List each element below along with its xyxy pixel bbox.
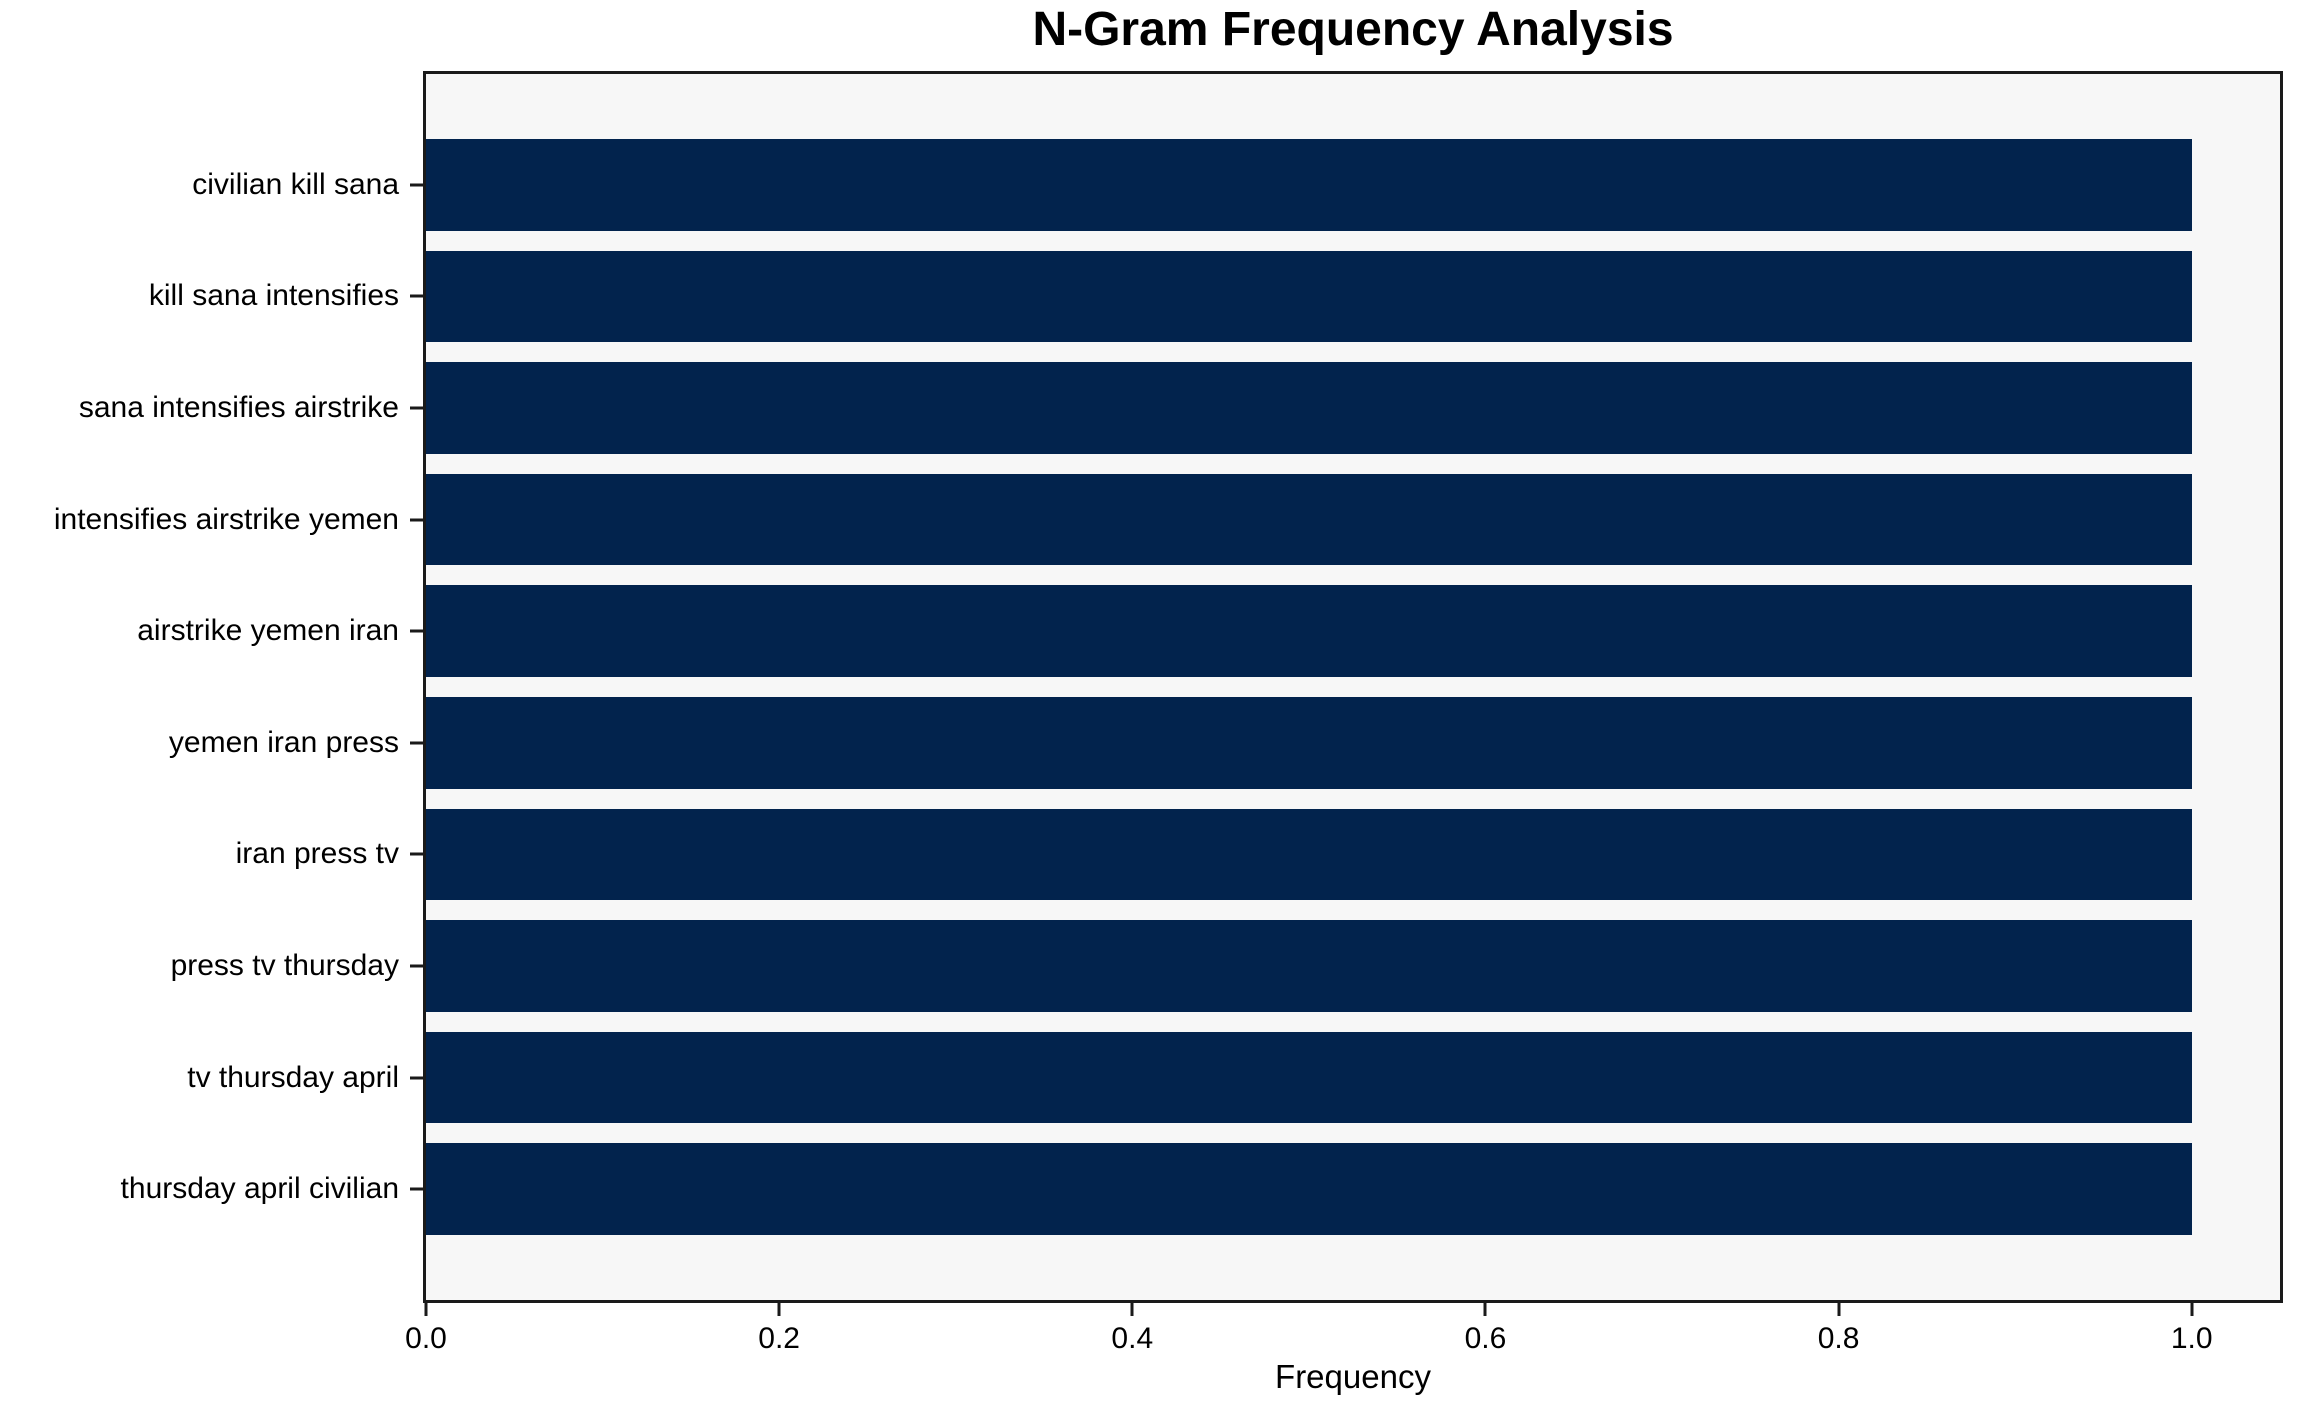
- y-tick: [410, 1187, 423, 1191]
- bar-row: sana intensifies airstrike: [79, 352, 2280, 464]
- x-axis-label: Frequency: [1275, 1358, 1431, 1395]
- x-tick: [1837, 1303, 1841, 1316]
- x-tick: [1483, 1303, 1487, 1316]
- bar-row: tv thursday april: [187, 1022, 2280, 1134]
- x-tick-label: 0.6: [1464, 1322, 1507, 1355]
- bar: [426, 362, 2192, 454]
- y-tick: [410, 852, 423, 856]
- bar: [426, 473, 2192, 566]
- bar-row: press tv thursday: [171, 910, 2280, 1022]
- bar-row: iran press tv: [236, 799, 2280, 911]
- x-tick-label: 0.0: [405, 1322, 447, 1355]
- x-tick-label: 0.4: [1111, 1322, 1154, 1355]
- x-axis: 0.0 0.2 0.4 0.6 0.8 1.0: [405, 1300, 2280, 1410]
- bar: [426, 808, 2192, 901]
- bar: [426, 697, 2192, 789]
- y-tick: [410, 183, 423, 187]
- bar: [426, 250, 2192, 343]
- x-tick: [777, 1303, 781, 1316]
- y-tick: [410, 518, 423, 522]
- y-tick-label: yemen iran press: [168, 725, 399, 759]
- bar-row: kill sana intensifies: [149, 241, 2280, 353]
- y-tick: [410, 741, 423, 745]
- x-tick-label: 0.8: [1817, 1322, 1860, 1355]
- y-tick-label: iran press tv: [235, 837, 399, 871]
- bar-rows: civilian kill sana kill sana intensifies s…: [54, 74, 2280, 1300]
- y-tick-label: sana intensifies airstrike: [78, 390, 399, 424]
- x-tick: [1130, 1303, 1134, 1316]
- bar: [426, 1031, 2192, 1124]
- x-tick-label: 1.0: [2170, 1322, 2213, 1355]
- bar-row: yemen iran press: [169, 687, 2280, 799]
- bar: [426, 139, 2192, 231]
- y-tick: [410, 629, 423, 633]
- y-tick-label: intensifies airstrike yemen: [53, 502, 399, 536]
- bar-row: airstrike yemen iran: [137, 575, 2280, 687]
- y-tick: [410, 294, 423, 298]
- y-tick-label: thursday april civilian: [120, 1172, 399, 1206]
- bar-row: thursday april civilian: [121, 1133, 2280, 1245]
- x-tick: [2190, 1303, 2194, 1316]
- y-tick-label: civilian kill sana: [192, 167, 399, 201]
- y-tick: [410, 964, 423, 968]
- y-tick: [410, 1076, 423, 1080]
- chart-title: N-Gram Frequency Analysis: [1032, 3, 1674, 56]
- bar: [426, 585, 2192, 677]
- bar: [426, 920, 2192, 1012]
- y-tick-label: tv thursday april: [187, 1060, 399, 1094]
- y-tick-label: airstrike yemen iran: [137, 614, 399, 648]
- plot-area: civilian kill sana kill sana intensifies s…: [54, 71, 2283, 1395]
- x-tick-label: 0.2: [758, 1322, 800, 1355]
- y-tick-label: press tv thursday: [170, 948, 399, 982]
- bar-row: civilian kill sana: [192, 129, 2280, 241]
- bar-row: intensifies airstrike yemen: [54, 464, 2280, 576]
- y-tick-label: kill sana intensifies: [148, 279, 399, 313]
- bar: [426, 1143, 2192, 1235]
- y-tick: [410, 406, 423, 410]
- x-tick: [424, 1303, 428, 1316]
